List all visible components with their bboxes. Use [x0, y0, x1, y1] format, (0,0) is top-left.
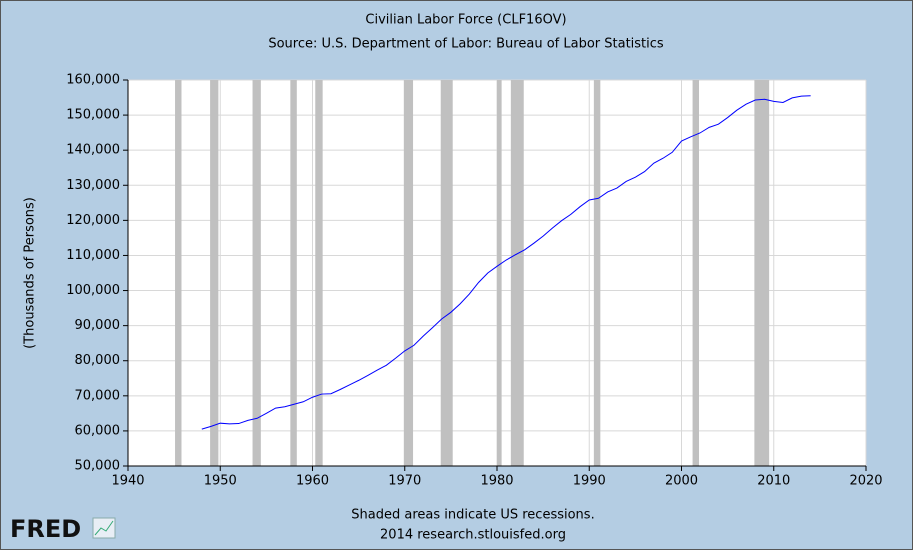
x-tick-label: 1990: [573, 474, 606, 489]
y-tick-label: 110,000: [66, 248, 120, 263]
recession-band: [210, 80, 219, 466]
y-tick-label: 90,000: [75, 318, 121, 333]
data-line: [201, 95, 811, 430]
x-tick-label: 1940: [111, 474, 144, 489]
y-tick-label: 150,000: [66, 108, 120, 123]
y-tick-label: 80,000: [75, 353, 121, 368]
x-tick-label: 2010: [757, 474, 790, 489]
x-tick-label: 1960: [296, 474, 329, 489]
logo-icon: [92, 517, 116, 539]
y-axis-label: (Thousands of Persons): [23, 197, 38, 349]
recession-band: [290, 80, 297, 466]
y-tick-label: 130,000: [66, 178, 120, 193]
recession-band: [403, 80, 414, 466]
x-tick-label: 2000: [665, 474, 698, 489]
recession-note: Shaded areas indicate US recessions.: [351, 508, 594, 523]
recession-band: [252, 80, 261, 466]
x-tick-label: 1950: [204, 474, 237, 489]
chart-subtitle: Source: U.S. Department of Labor: Bureau…: [268, 37, 664, 52]
recession-band: [315, 80, 323, 466]
y-tick-label: 60,000: [75, 423, 121, 438]
recession-band: [440, 80, 453, 466]
logo: FRED: [10, 515, 81, 543]
x-tick-label: 1970: [388, 474, 421, 489]
y-tick-label: 160,000: [66, 73, 120, 88]
source-note: 2014 research.stlouisfed.org: [380, 528, 566, 543]
recession-band: [175, 80, 182, 466]
y-tick-label: 70,000: [75, 388, 121, 403]
recession-band: [593, 80, 601, 466]
recession-band: [692, 80, 700, 466]
y-tick-label: 50,000: [75, 459, 121, 474]
y-tick-label: 140,000: [66, 143, 120, 158]
chart-title: Civilian Labor Force (CLF16OV): [365, 13, 566, 28]
y-tick-label: 120,000: [66, 213, 120, 228]
recession-band: [754, 80, 770, 466]
x-tick-label: 1980: [480, 474, 513, 489]
recession-band: [510, 80, 524, 466]
y-tick-label: 100,000: [66, 283, 120, 298]
x-tick-label: 2020: [849, 474, 882, 489]
recession-band: [497, 80, 502, 466]
